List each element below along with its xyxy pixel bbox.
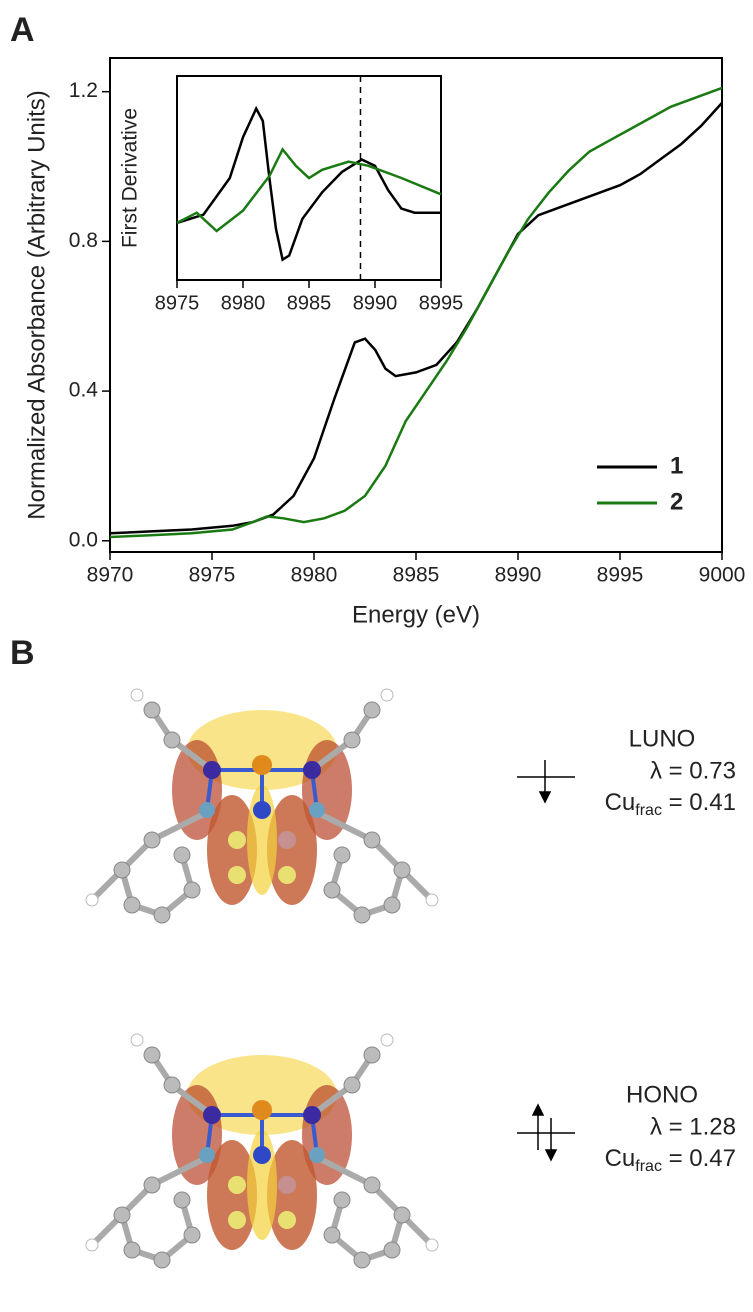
x-tick-label: 8980 bbox=[291, 564, 338, 587]
x-tick-label: 8980 bbox=[221, 292, 266, 314]
cu-symbol: Cu bbox=[605, 789, 636, 816]
x-tick-label: 8975 bbox=[155, 292, 200, 314]
lambda-value: λ = 0.73 bbox=[650, 757, 736, 784]
y-axis-label: First Derivative bbox=[119, 108, 142, 248]
molecule-image bbox=[86, 1034, 438, 1268]
x-tick-label: 8995 bbox=[597, 564, 644, 587]
x-tick-label: 8995 bbox=[419, 292, 464, 314]
lambda-value: λ = 1.28 bbox=[650, 1113, 736, 1140]
cu-subscript: frac bbox=[635, 802, 662, 819]
legend-label: 2 bbox=[670, 488, 683, 515]
y-tick-label: 1.2 bbox=[69, 79, 98, 102]
y-axis-label: Normalized Absorbance (Arbitrary Units) bbox=[23, 90, 50, 519]
x-tick-label: 8990 bbox=[495, 564, 542, 587]
x-axis-label: Energy (eV) bbox=[352, 601, 480, 628]
figure: 8970 8975 8980 8985 8990 8995 9000 0.0 0.4 0.8 1.2… bbox=[0, 0, 753, 1307]
y-tick-label: 0.0 bbox=[69, 528, 98, 551]
x-tick-label: 8990 bbox=[353, 292, 398, 314]
cu-value: = 0.47 bbox=[662, 1145, 736, 1172]
panel-label: B bbox=[10, 634, 35, 672]
x-tick-label: 8970 bbox=[87, 564, 134, 587]
x-tick-label: 9000 bbox=[699, 564, 746, 587]
y-tick-label: 0.4 bbox=[69, 379, 99, 402]
x-tick-label: 8985 bbox=[393, 564, 440, 587]
cu-value: = 0.41 bbox=[662, 789, 736, 816]
x-tick-label: 8985 bbox=[287, 292, 332, 314]
cu-subscript: frac bbox=[635, 1158, 662, 1175]
cu-fraction: Cufrac = 0.47 bbox=[605, 1145, 736, 1175]
orbital-name: HONO bbox=[626, 1081, 698, 1108]
orbital-occupancy bbox=[517, 760, 575, 1160]
legend-label: 1 bbox=[670, 452, 683, 479]
cu-fraction: Cufrac = 0.41 bbox=[605, 789, 736, 819]
x-tick-label: 8975 bbox=[189, 564, 236, 587]
y-tick-label: 0.8 bbox=[69, 229, 98, 252]
orbital-name: LUNO bbox=[629, 725, 696, 752]
panel-label: A bbox=[10, 11, 35, 49]
cu-symbol: Cu bbox=[605, 1145, 636, 1172]
page: {"chart_data": [ {"type": "line", "panel… bbox=[0, 0, 753, 1312]
molecule-image bbox=[86, 689, 438, 923]
